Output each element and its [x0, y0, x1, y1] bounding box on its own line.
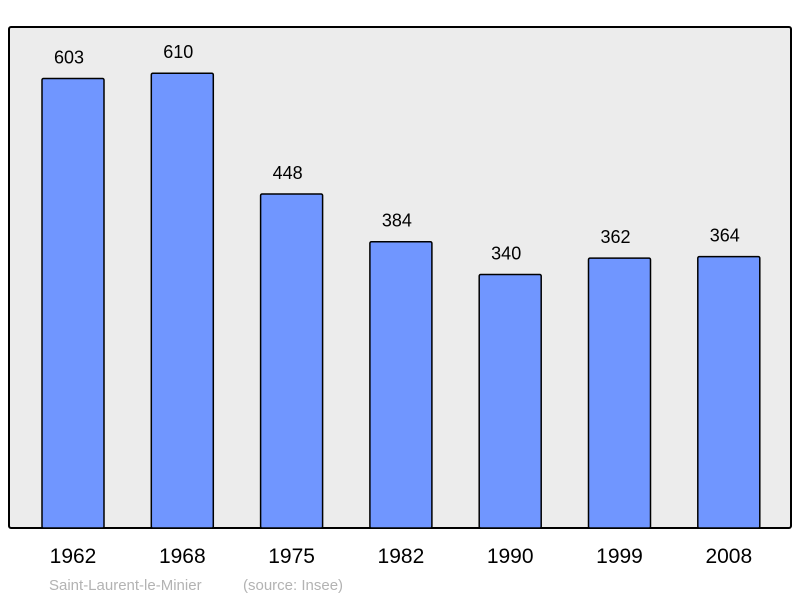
bar-2008	[697, 255, 761, 529]
bar-1999	[587, 257, 652, 529]
x-tick-1962: 1962	[50, 545, 97, 568]
x-tick-1975: 1975	[268, 545, 315, 568]
data-label-1975: 448	[273, 163, 303, 183]
data-label-1982: 384	[382, 211, 412, 231]
bar-1982	[369, 240, 433, 529]
x-tick-1999: 1999	[596, 545, 643, 568]
x-tick-1968: 1968	[159, 545, 206, 568]
bar-1968	[150, 72, 215, 529]
x-tick-1990: 1990	[487, 545, 534, 568]
footer-source: (source: Insee)	[243, 577, 343, 594]
data-label-1968: 610	[163, 42, 193, 62]
data-label-1990: 340	[491, 244, 521, 264]
bar-1990	[478, 273, 542, 529]
data-label-1999: 362	[600, 227, 630, 247]
x-tick-2008: 2008	[705, 545, 752, 568]
data-label-2008: 364	[710, 226, 740, 246]
data-label-1962: 603	[54, 47, 84, 67]
bar-1962	[41, 77, 105, 529]
footer-place: Saint-Laurent-le-Minier	[49, 577, 202, 594]
bar-1975	[259, 193, 324, 529]
x-tick-1982: 1982	[378, 545, 425, 568]
